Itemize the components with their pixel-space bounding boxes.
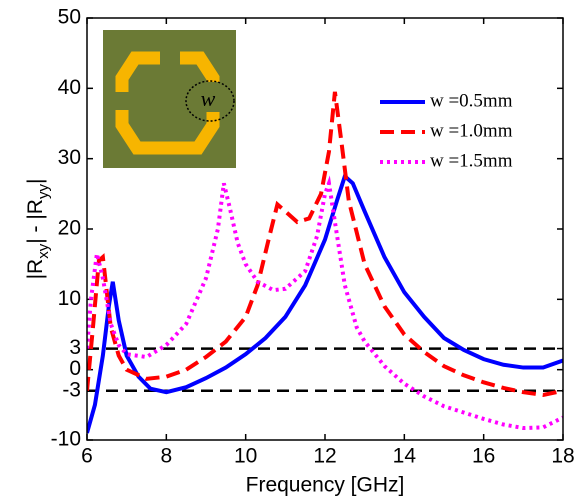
y-tick-label: 30 <box>58 146 81 169</box>
y-label-part: |R <box>24 259 47 280</box>
data-line <box>87 172 563 434</box>
y-tick-label: 40 <box>58 76 81 99</box>
inset-ring <box>115 110 220 155</box>
inset-circle <box>185 80 235 122</box>
y-label-part: | <box>24 179 47 184</box>
inset-ring <box>180 51 220 82</box>
legend-label: w =1.0mm <box>430 120 513 141</box>
x-tick-label: 10 <box>234 445 257 468</box>
legend-label: w =0.5mm <box>430 90 513 111</box>
x-axis-label: Frequency [GHz] <box>246 474 405 497</box>
x-tick-label: 6 <box>81 445 93 468</box>
x-tick-label: 18 <box>551 445 574 468</box>
y-label-subscript: xy <box>35 243 52 259</box>
y-tick-label: 0 <box>69 357 81 380</box>
y-tick-label: 10 <box>58 287 81 310</box>
y-tick-label: 3 <box>69 336 81 359</box>
y-tick-label: -3 <box>62 378 81 401</box>
y-tick-label: 50 <box>58 6 81 29</box>
legend-label: w =1.5mm <box>430 150 513 171</box>
y-tick-label: 20 <box>58 217 81 240</box>
inset-ring <box>115 51 160 92</box>
y-tick-label: -10 <box>51 428 81 451</box>
x-tick-label: 14 <box>393 445 417 468</box>
y-axis-label: |Rxy| - |Ryy| <box>24 179 53 280</box>
y-label-subscript: yy <box>35 184 52 200</box>
y-label-part: | - |R <box>24 199 47 244</box>
x-tick-label: 16 <box>472 445 495 468</box>
plot-frame <box>86 17 564 441</box>
inset-label: w <box>201 86 216 111</box>
x-tick-label: 8 <box>160 445 172 468</box>
x-tick-label: 12 <box>313 445 336 468</box>
inset-image: w <box>103 30 236 168</box>
data-line <box>87 91 563 398</box>
